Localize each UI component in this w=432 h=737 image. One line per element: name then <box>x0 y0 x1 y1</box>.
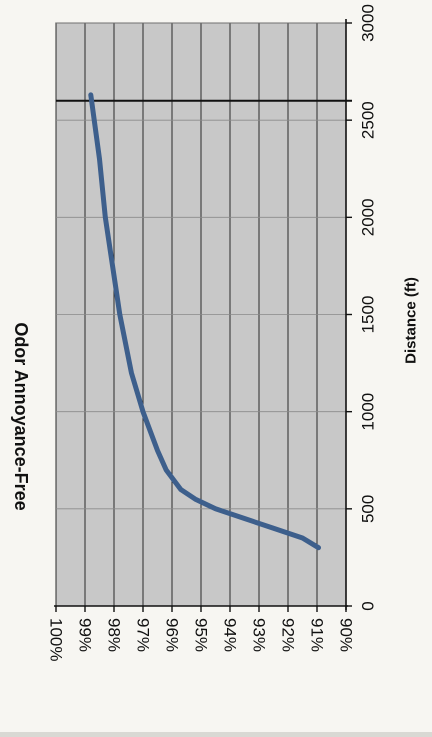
y-tick-label: 92% <box>279 618 298 652</box>
y-tick-label: 99% <box>76 618 95 652</box>
x-tick-label: 0 <box>359 601 378 610</box>
y-tick-label: 96% <box>163 618 182 652</box>
y-tick-label: 100% <box>47 618 66 661</box>
x-axis-title: Distance (ft) <box>403 277 420 364</box>
y-tick-label: 98% <box>105 618 124 652</box>
plot-layer <box>56 23 352 606</box>
y-tick-label: 94% <box>221 618 240 652</box>
y-tick-label: 95% <box>192 618 211 652</box>
x-tick-label: 500 <box>359 495 378 523</box>
x-tick-label: 1500 <box>359 296 378 334</box>
y-axis-title: Odor Annoyance-Free <box>11 322 31 510</box>
y-tick-label: 90% <box>337 618 356 652</box>
x-tick-label: 3000 <box>359 4 378 42</box>
y-tick-label: 93% <box>250 618 269 652</box>
x-tick-label: 2000 <box>359 198 378 236</box>
y-tick-label: 97% <box>134 618 153 652</box>
y-tick-label: 91% <box>308 618 327 652</box>
x-tick-label: 2500 <box>359 101 378 139</box>
x-tick-label: 1000 <box>359 393 378 431</box>
